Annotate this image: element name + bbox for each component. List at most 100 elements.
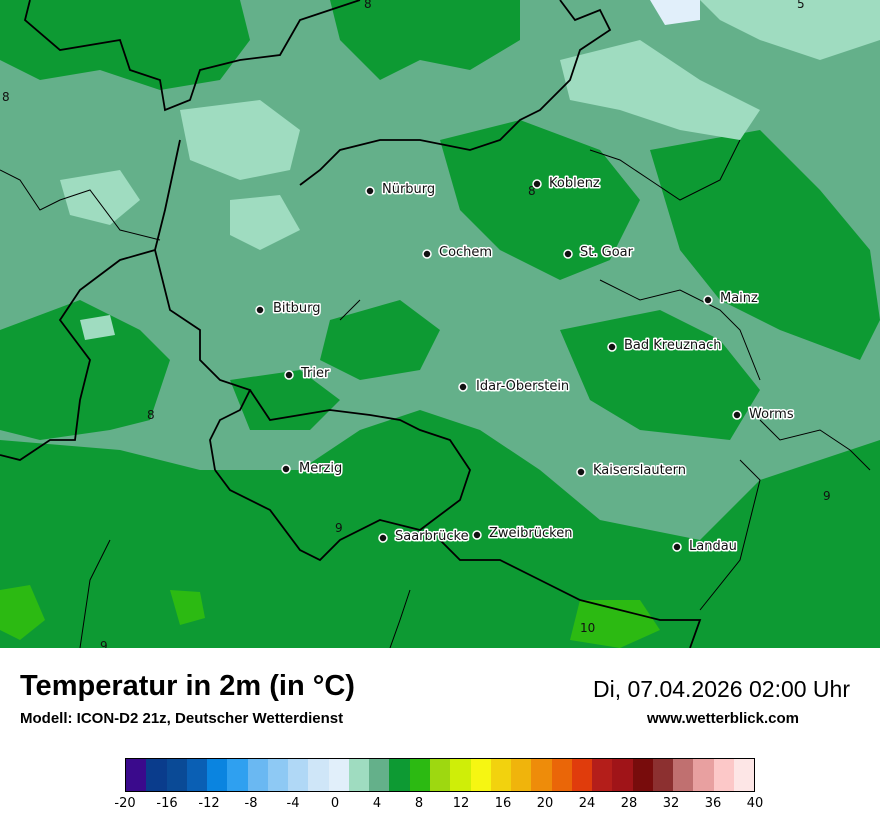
legend-ticks: -20 -16 -12 -8 -4 0 4 8 12 16 20 24 28 32 36 40 bbox=[114, 796, 763, 816]
legend-swatch bbox=[733, 759, 755, 791]
legend-swatch bbox=[207, 759, 228, 791]
legend-tick-label: -16 bbox=[156, 796, 178, 811]
city-marker bbox=[365, 186, 375, 196]
city-merzig: Merzig bbox=[281, 460, 344, 478]
legend-swatch bbox=[146, 759, 167, 791]
city-worms: Worms bbox=[732, 406, 795, 424]
legend-swatch bbox=[429, 759, 451, 791]
city-label: Idar-Oberstein bbox=[476, 379, 569, 394]
city-nuerburg: Nürburg bbox=[365, 181, 437, 199]
city-label: Landau bbox=[689, 539, 737, 554]
iso-label-bottom-left: 9 bbox=[100, 639, 108, 648]
city-landau: Landau bbox=[672, 538, 738, 556]
legend-swatch bbox=[632, 759, 653, 791]
legend-tick-label: 24 bbox=[578, 796, 596, 811]
legend-tick-label: 0 bbox=[330, 796, 340, 811]
legend-swatch bbox=[409, 759, 430, 791]
legend-tick-label: -8 bbox=[244, 796, 258, 811]
cities: Nürburg Koblenz Cochem St. Goar Mainz Bi… bbox=[255, 175, 795, 556]
temp-band-4-6 bbox=[60, 0, 880, 340]
legend-tick-label: -12 bbox=[198, 796, 220, 811]
temperature-map: 8 5 8 8 8 9 9 9 10 Nürburg Koblenz Coche… bbox=[0, 0, 880, 648]
site-link[interactable]: www.wetterblick.com bbox=[647, 710, 799, 727]
legend-swatch bbox=[551, 759, 572, 791]
legend-tick-label: 40 bbox=[746, 796, 764, 811]
city-marker bbox=[281, 464, 291, 474]
city-marker bbox=[255, 305, 265, 315]
legend-swatch bbox=[369, 759, 390, 791]
iso-label-top: 8 bbox=[364, 0, 372, 11]
city-marker bbox=[532, 179, 542, 189]
map-title: Temperatur in 2m (in °C) bbox=[20, 670, 355, 702]
temp-band-8-10 bbox=[0, 0, 880, 648]
legend-swatch bbox=[511, 759, 532, 791]
city-kaiserslautern: Kaiserslautern bbox=[576, 462, 688, 480]
legend-tick-label: -20 bbox=[114, 796, 136, 811]
legend-swatch bbox=[267, 759, 289, 791]
iso-label-saar: 9 bbox=[335, 521, 343, 535]
city-marker bbox=[378, 533, 388, 543]
admin-lines bbox=[0, 139, 871, 648]
legend-swatch bbox=[592, 759, 613, 791]
legend-swatch bbox=[126, 759, 147, 791]
legend-swatch bbox=[470, 759, 491, 791]
city-label: St. Goar bbox=[580, 245, 634, 260]
footer bbox=[0, 648, 880, 830]
legend-swatch bbox=[247, 759, 268, 791]
legend-swatch bbox=[348, 759, 370, 791]
city-label: Bad Kreuznach bbox=[624, 338, 722, 353]
legend-swatch bbox=[450, 759, 471, 791]
legend-swatch bbox=[308, 759, 329, 791]
city-marker bbox=[284, 370, 294, 380]
legend-swatch bbox=[713, 759, 734, 791]
iso-label-left: 8 bbox=[2, 90, 10, 104]
legend-tick-label: 28 bbox=[620, 796, 638, 811]
city-marker bbox=[607, 342, 617, 352]
legend-swatch bbox=[490, 759, 512, 791]
city-zweibruecken: Zweibrücken bbox=[472, 525, 574, 543]
legend-tick-label: 16 bbox=[494, 796, 512, 811]
legend-swatch bbox=[227, 759, 248, 791]
legend-tick-label: -4 bbox=[286, 796, 300, 811]
city-cochem: Cochem bbox=[422, 244, 494, 262]
city-marker bbox=[422, 249, 432, 259]
city-idar-oberstein: Idar-Oberstein bbox=[458, 378, 571, 396]
legend-swatch bbox=[571, 759, 593, 791]
legend-swatch bbox=[531, 759, 552, 791]
city-marker bbox=[672, 542, 682, 552]
city-marker bbox=[703, 295, 713, 305]
legend-tick-label: 4 bbox=[372, 796, 382, 811]
legend-tick-label: 36 bbox=[704, 796, 722, 811]
temp-band-2-4 bbox=[650, 0, 700, 25]
city-marker bbox=[732, 410, 742, 420]
iso-label-top-right: 5 bbox=[797, 0, 805, 11]
legend-tick-label: 20 bbox=[536, 796, 554, 811]
city-label: Worms bbox=[749, 407, 794, 422]
city-bad-kreuznach: Bad Kreuznach bbox=[607, 337, 723, 355]
model-info: Modell: ICON-D2 21z, Deutscher Wetterdie… bbox=[20, 710, 344, 727]
city-st-goar: St. Goar bbox=[563, 244, 635, 262]
city-label: Nürburg bbox=[382, 182, 435, 197]
legend-swatch bbox=[288, 759, 309, 791]
forecast-datetime: Di, 07.04.2026 02:00 Uhr bbox=[592, 676, 850, 702]
legend-swatch bbox=[186, 759, 208, 791]
legend-tick-label: 32 bbox=[662, 796, 680, 811]
borders bbox=[0, 0, 702, 648]
city-label: Kaiserslautern bbox=[593, 463, 686, 478]
color-legend bbox=[125, 758, 755, 792]
city-marker bbox=[576, 467, 586, 477]
iso-label-koblenz: 8 bbox=[528, 184, 536, 198]
city-koblenz: Koblenz bbox=[532, 175, 601, 193]
city-bitburg: Bitburg bbox=[255, 300, 322, 318]
city-marker bbox=[563, 249, 573, 259]
city-mainz: Mainz bbox=[703, 290, 760, 308]
legend-swatch bbox=[328, 759, 349, 791]
city-label: Mainz bbox=[720, 291, 758, 306]
city-label: Cochem bbox=[439, 245, 492, 260]
city-label: Saarbrücke bbox=[395, 529, 469, 544]
legend-tick-label: 12 bbox=[452, 796, 470, 811]
iso-label-bottom: 10 bbox=[580, 621, 595, 635]
city-label: Bitburg bbox=[273, 301, 321, 316]
city-marker bbox=[458, 382, 468, 392]
legend-swatch bbox=[612, 759, 633, 791]
